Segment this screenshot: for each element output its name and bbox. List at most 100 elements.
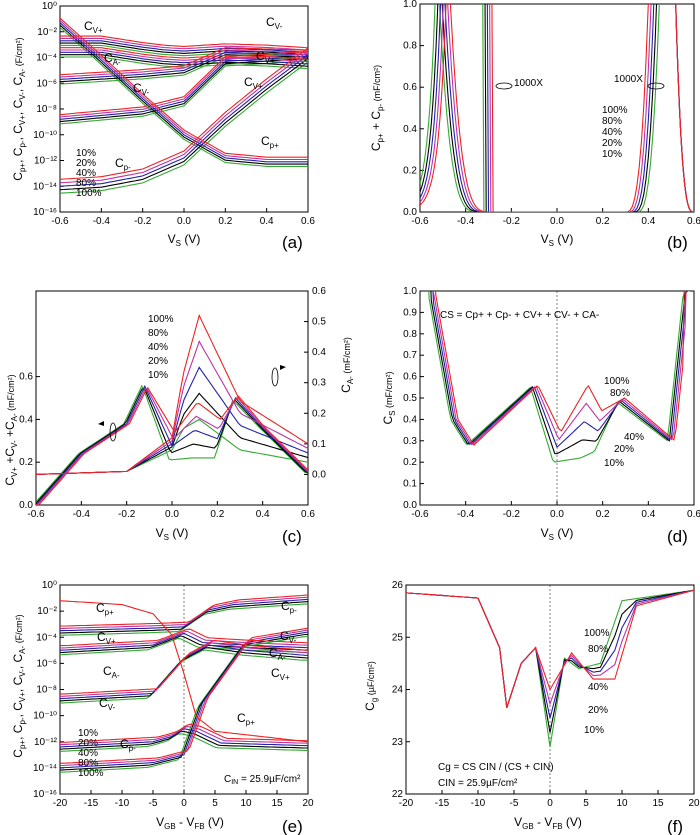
y-tick-label: 0.4	[403, 414, 417, 425]
label-part: V+	[93, 26, 103, 35]
y2-tick-label: 0.1	[312, 439, 326, 450]
curve-cv2-40%	[60, 51, 308, 80]
label-part: , C	[11, 76, 25, 92]
curve-cs-40%	[432, 291, 687, 449]
curve-cpm2-100%	[60, 627, 308, 764]
curve-cpm-10%	[60, 61, 308, 194]
curve-cpp-80%	[60, 19, 308, 161]
y-tick-label: 10⁻²	[37, 27, 57, 38]
label-part: C	[133, 81, 142, 95]
x-tick-label: -0.4	[457, 509, 475, 520]
legend-label: 20%	[588, 705, 608, 716]
x-tick-label: 0.2	[210, 509, 224, 520]
label-part: p+	[270, 141, 279, 150]
curve-cpm-80%	[60, 50, 308, 184]
label-part: V+	[265, 56, 275, 65]
label-part: A-	[10, 413, 19, 421]
y-tick-label: 0.9	[403, 307, 417, 318]
x-tick-label: -20	[399, 798, 414, 809]
label-part: p+	[105, 608, 114, 617]
curve-ca-10%	[60, 56, 308, 70]
label-part: GB	[164, 822, 176, 831]
curve-cpm-100%	[60, 594, 308, 627]
curve-cvm-100%	[60, 640, 308, 695]
curve-cpm-100%	[60, 47, 308, 180]
legend-label: 40%	[76, 168, 96, 179]
y-tick-label: 10⁻⁴	[36, 53, 57, 64]
label-part: V	[514, 815, 522, 829]
curve-cpm2-40%	[60, 631, 308, 769]
x-tick-label: 0.6	[687, 509, 700, 520]
curve-left-40%	[420, 4, 442, 199]
y-tick-label: 10⁻¹⁴	[33, 763, 57, 774]
x-tick-label: 0.2	[596, 216, 610, 227]
x-tick-label: -0.4	[457, 216, 475, 227]
curve-label: CV+	[84, 19, 103, 35]
curve-label: CV-	[133, 81, 150, 97]
y-tick-label: 25	[392, 632, 404, 643]
legend-label: 40%	[602, 127, 622, 138]
x-tick-label: 5	[212, 798, 218, 809]
label-part: C	[99, 696, 108, 710]
curve-cpm-20%	[60, 57, 308, 191]
y-tick-label: 0.8	[403, 329, 417, 340]
curve-cpp-10%	[60, 733, 308, 752]
annotation-ellipse	[109, 422, 117, 442]
label-part: (F/cm²)	[14, 37, 24, 69]
x-axis-label: VS (V)	[156, 526, 189, 542]
curve-ca-80%	[60, 49, 308, 63]
curve-cpp-20%	[60, 24, 308, 165]
curve-label: CV-	[280, 629, 297, 645]
y-tick-label: 10⁻¹⁴	[33, 181, 57, 192]
y2-tick-label: 0.6	[312, 286, 326, 297]
label-part: A-	[18, 68, 27, 76]
x-tick-label: 15	[271, 798, 283, 809]
label-part: C	[271, 666, 280, 680]
y-tick-label: 10⁻¹⁶	[33, 789, 57, 800]
label-part: C	[256, 49, 265, 63]
curve-ca-40%	[60, 51, 308, 65]
curve-label: Cp+	[96, 601, 114, 617]
label-part: C	[96, 601, 105, 615]
curve-cpm-40%	[60, 598, 308, 632]
label-part: p+	[18, 740, 27, 749]
y-tick-label: 10⁻¹⁰	[33, 711, 57, 722]
x-tick-label: -0.2	[503, 216, 521, 227]
curve-cpp-20%	[60, 730, 308, 750]
label-part: , C	[11, 147, 25, 163]
y2-tick-label: 0.4	[312, 347, 326, 358]
label-part: C	[269, 646, 278, 660]
label-part: V-	[10, 440, 19, 448]
label-part: V	[168, 232, 176, 246]
label-part: V	[541, 232, 549, 246]
curve-label: Cp+	[261, 134, 279, 150]
label-part: C	[381, 416, 395, 425]
equation-text: CS = Cp+ + Cp- + CV+ + CV- + CA-	[440, 310, 599, 321]
x-tick-label: -0.6	[411, 216, 429, 227]
panel-a: -0.6 -0.4 -0.2 0.0 0.2 0.4 0.6 10⁻¹⁶ 10⁻¹⁴ 10⁻¹² 1…	[11, 1, 315, 252]
label-part: V-	[275, 22, 283, 31]
curve-cpp-100%	[60, 17, 308, 158]
y-axis-label: CA- (mF/cm²)	[339, 337, 355, 393]
x-tick-label: 0.4	[256, 509, 270, 520]
curve-label: Cp-	[115, 156, 131, 172]
label-part: C	[104, 51, 113, 65]
label-part: (V)	[554, 232, 573, 246]
y2-tick-label: 0.5	[312, 317, 326, 328]
curve-base-10%	[482, 4, 660, 212]
y-tick-label: 10⁻⁶	[36, 78, 57, 89]
label-part: V-	[142, 88, 150, 97]
y-tick-label: 1.0	[403, 0, 417, 10]
curve-right-10%	[675, 4, 694, 212]
label-part: C	[369, 142, 383, 151]
label-part: , C	[11, 676, 25, 692]
curve-cs-10%	[428, 291, 691, 463]
label-part: +C	[3, 421, 17, 440]
legend-label: 100%	[148, 314, 174, 325]
x-tick-label: -0.6	[411, 509, 429, 520]
legend-label: 10%	[602, 149, 622, 160]
x-tick-label: 0.6	[301, 216, 315, 227]
y-tick-label: 0.1	[403, 479, 417, 490]
label-part: C	[244, 75, 253, 89]
